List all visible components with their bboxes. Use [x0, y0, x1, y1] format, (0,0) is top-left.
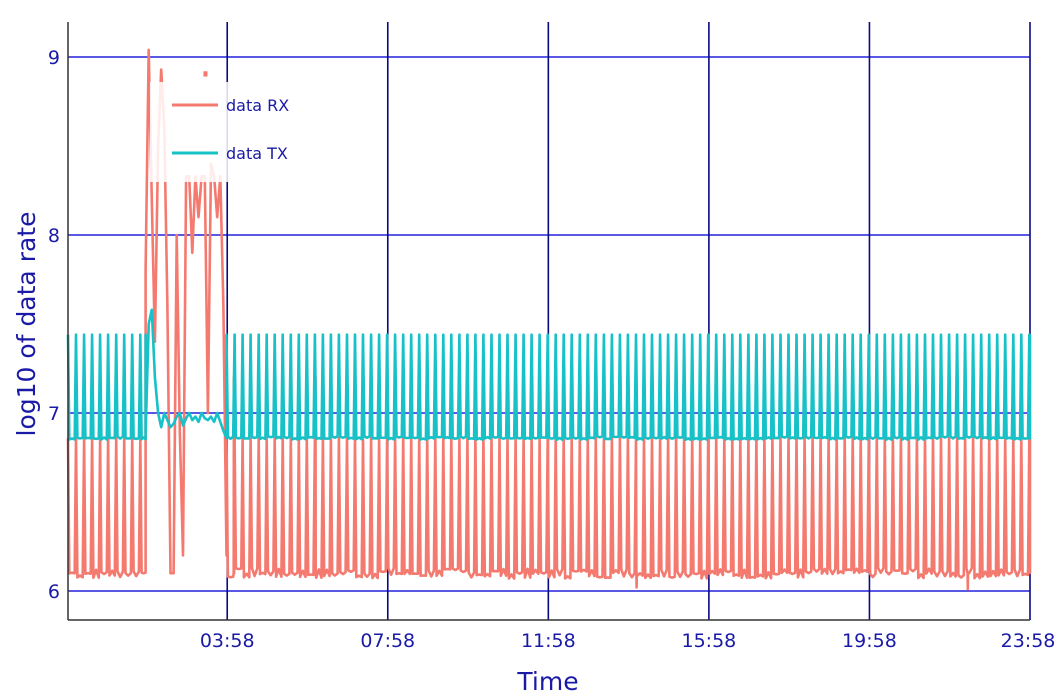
y-tick-label: 9 [48, 47, 60, 69]
y-tick-label: 7 [48, 403, 60, 425]
legend-label: data TX [226, 144, 288, 163]
series-layer [66, 48, 1032, 591]
y-tick-label: 8 [48, 225, 60, 247]
x-tick-label: 15:58 [682, 630, 737, 652]
x-tick-label: 19:58 [842, 630, 897, 652]
y-tick-label: 6 [48, 581, 60, 603]
x-tick-label: 11:58 [521, 630, 576, 652]
legend: data RX data TX [150, 82, 330, 182]
series-line-data-tx [66, 308, 1032, 441]
x-tick-label: 23:58 [1001, 630, 1056, 652]
x-axis-title: Time [516, 667, 578, 694]
legend-box [150, 82, 330, 182]
y-axis-title: log10 of data rate [12, 212, 41, 437]
x-tick-label: 07:58 [360, 630, 415, 652]
x-tick-label: 03:58 [200, 630, 255, 652]
legend-label: data RX [226, 96, 289, 115]
axis-layer: 6 7 8 9 03:58 07:58 11:58 15:58 19:58 23:58 [48, 22, 1055, 652]
